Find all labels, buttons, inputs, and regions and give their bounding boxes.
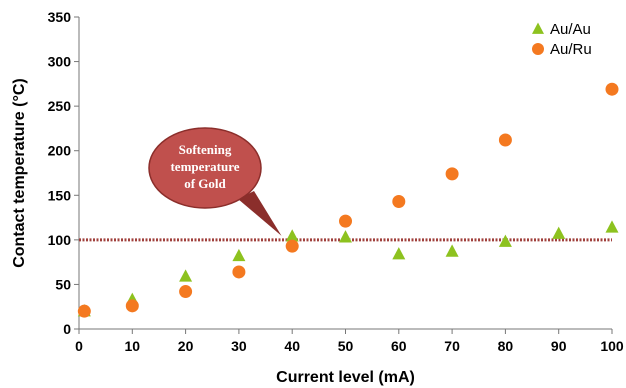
x-tick-label: 80 — [498, 338, 514, 354]
x-tick-label: 0 — [75, 338, 83, 354]
y-tick-label: 300 — [48, 54, 72, 70]
x-tick-label: 40 — [284, 338, 300, 354]
callout-text-line: Softening — [179, 142, 232, 157]
data-points — [77, 82, 619, 318]
au-ru-point — [339, 214, 352, 228]
au-ru-point — [498, 133, 512, 147]
au-au-point — [392, 247, 406, 260]
au-ru-point — [285, 239, 299, 253]
y-tick-label: 50 — [55, 276, 71, 292]
au-au-point — [285, 229, 299, 242]
au-ru-point — [232, 265, 246, 279]
au-ru-point — [445, 167, 459, 181]
legend-label: Au/Ru — [550, 41, 592, 58]
au-ru-point — [392, 195, 406, 209]
au-au-point — [605, 220, 619, 233]
y-tick-label: 150 — [48, 187, 72, 203]
x-tick-label: 20 — [178, 338, 194, 354]
legend-label: Au/Au — [550, 21, 591, 38]
x-tick-label: 50 — [338, 338, 354, 354]
x-axis-title: Current level (mA) — [276, 369, 415, 386]
legend-marker-au-ru — [532, 43, 544, 55]
y-tick-label: 350 — [48, 9, 72, 25]
au-ru-point — [605, 82, 619, 96]
axes: 0 10 20 30 40 50 60 70 80 90 100 0 50 100 150 200 250 300… — [48, 9, 624, 354]
callout: Softening temperature of Gold — [148, 127, 282, 236]
au-au-point — [232, 248, 246, 262]
x-tick-label: 10 — [125, 338, 141, 354]
legend: Au/Au Au/Ru — [532, 21, 592, 58]
legend-marker-au-au — [532, 22, 544, 34]
x-tick-label: 100 — [600, 338, 624, 354]
y-tick-label: 100 — [48, 232, 72, 248]
y-tick-label: 200 — [48, 143, 72, 159]
y-tick-label: 250 — [48, 98, 72, 114]
y-tick-label: 0 — [63, 321, 71, 337]
au-au-point — [498, 234, 512, 247]
au-au-point — [445, 244, 459, 257]
x-tick-label: 90 — [551, 338, 567, 354]
callout-text-line: temperature — [170, 159, 239, 174]
au-au-point — [339, 230, 352, 243]
au-ru-point — [179, 285, 193, 299]
au-ru-point — [125, 299, 139, 313]
y-axis-title: Contact temperature (°C) — [11, 78, 28, 268]
callout-bubble — [148, 127, 262, 209]
callout-pointer — [238, 191, 282, 236]
au-ru-point — [77, 304, 91, 318]
au-au-point — [179, 269, 193, 282]
callout-text-line: of Gold — [184, 176, 226, 191]
x-tick-label: 60 — [391, 338, 407, 354]
au-au-point — [552, 226, 566, 239]
x-tick-label: 70 — [444, 338, 460, 354]
x-tick-label: 30 — [231, 338, 247, 354]
